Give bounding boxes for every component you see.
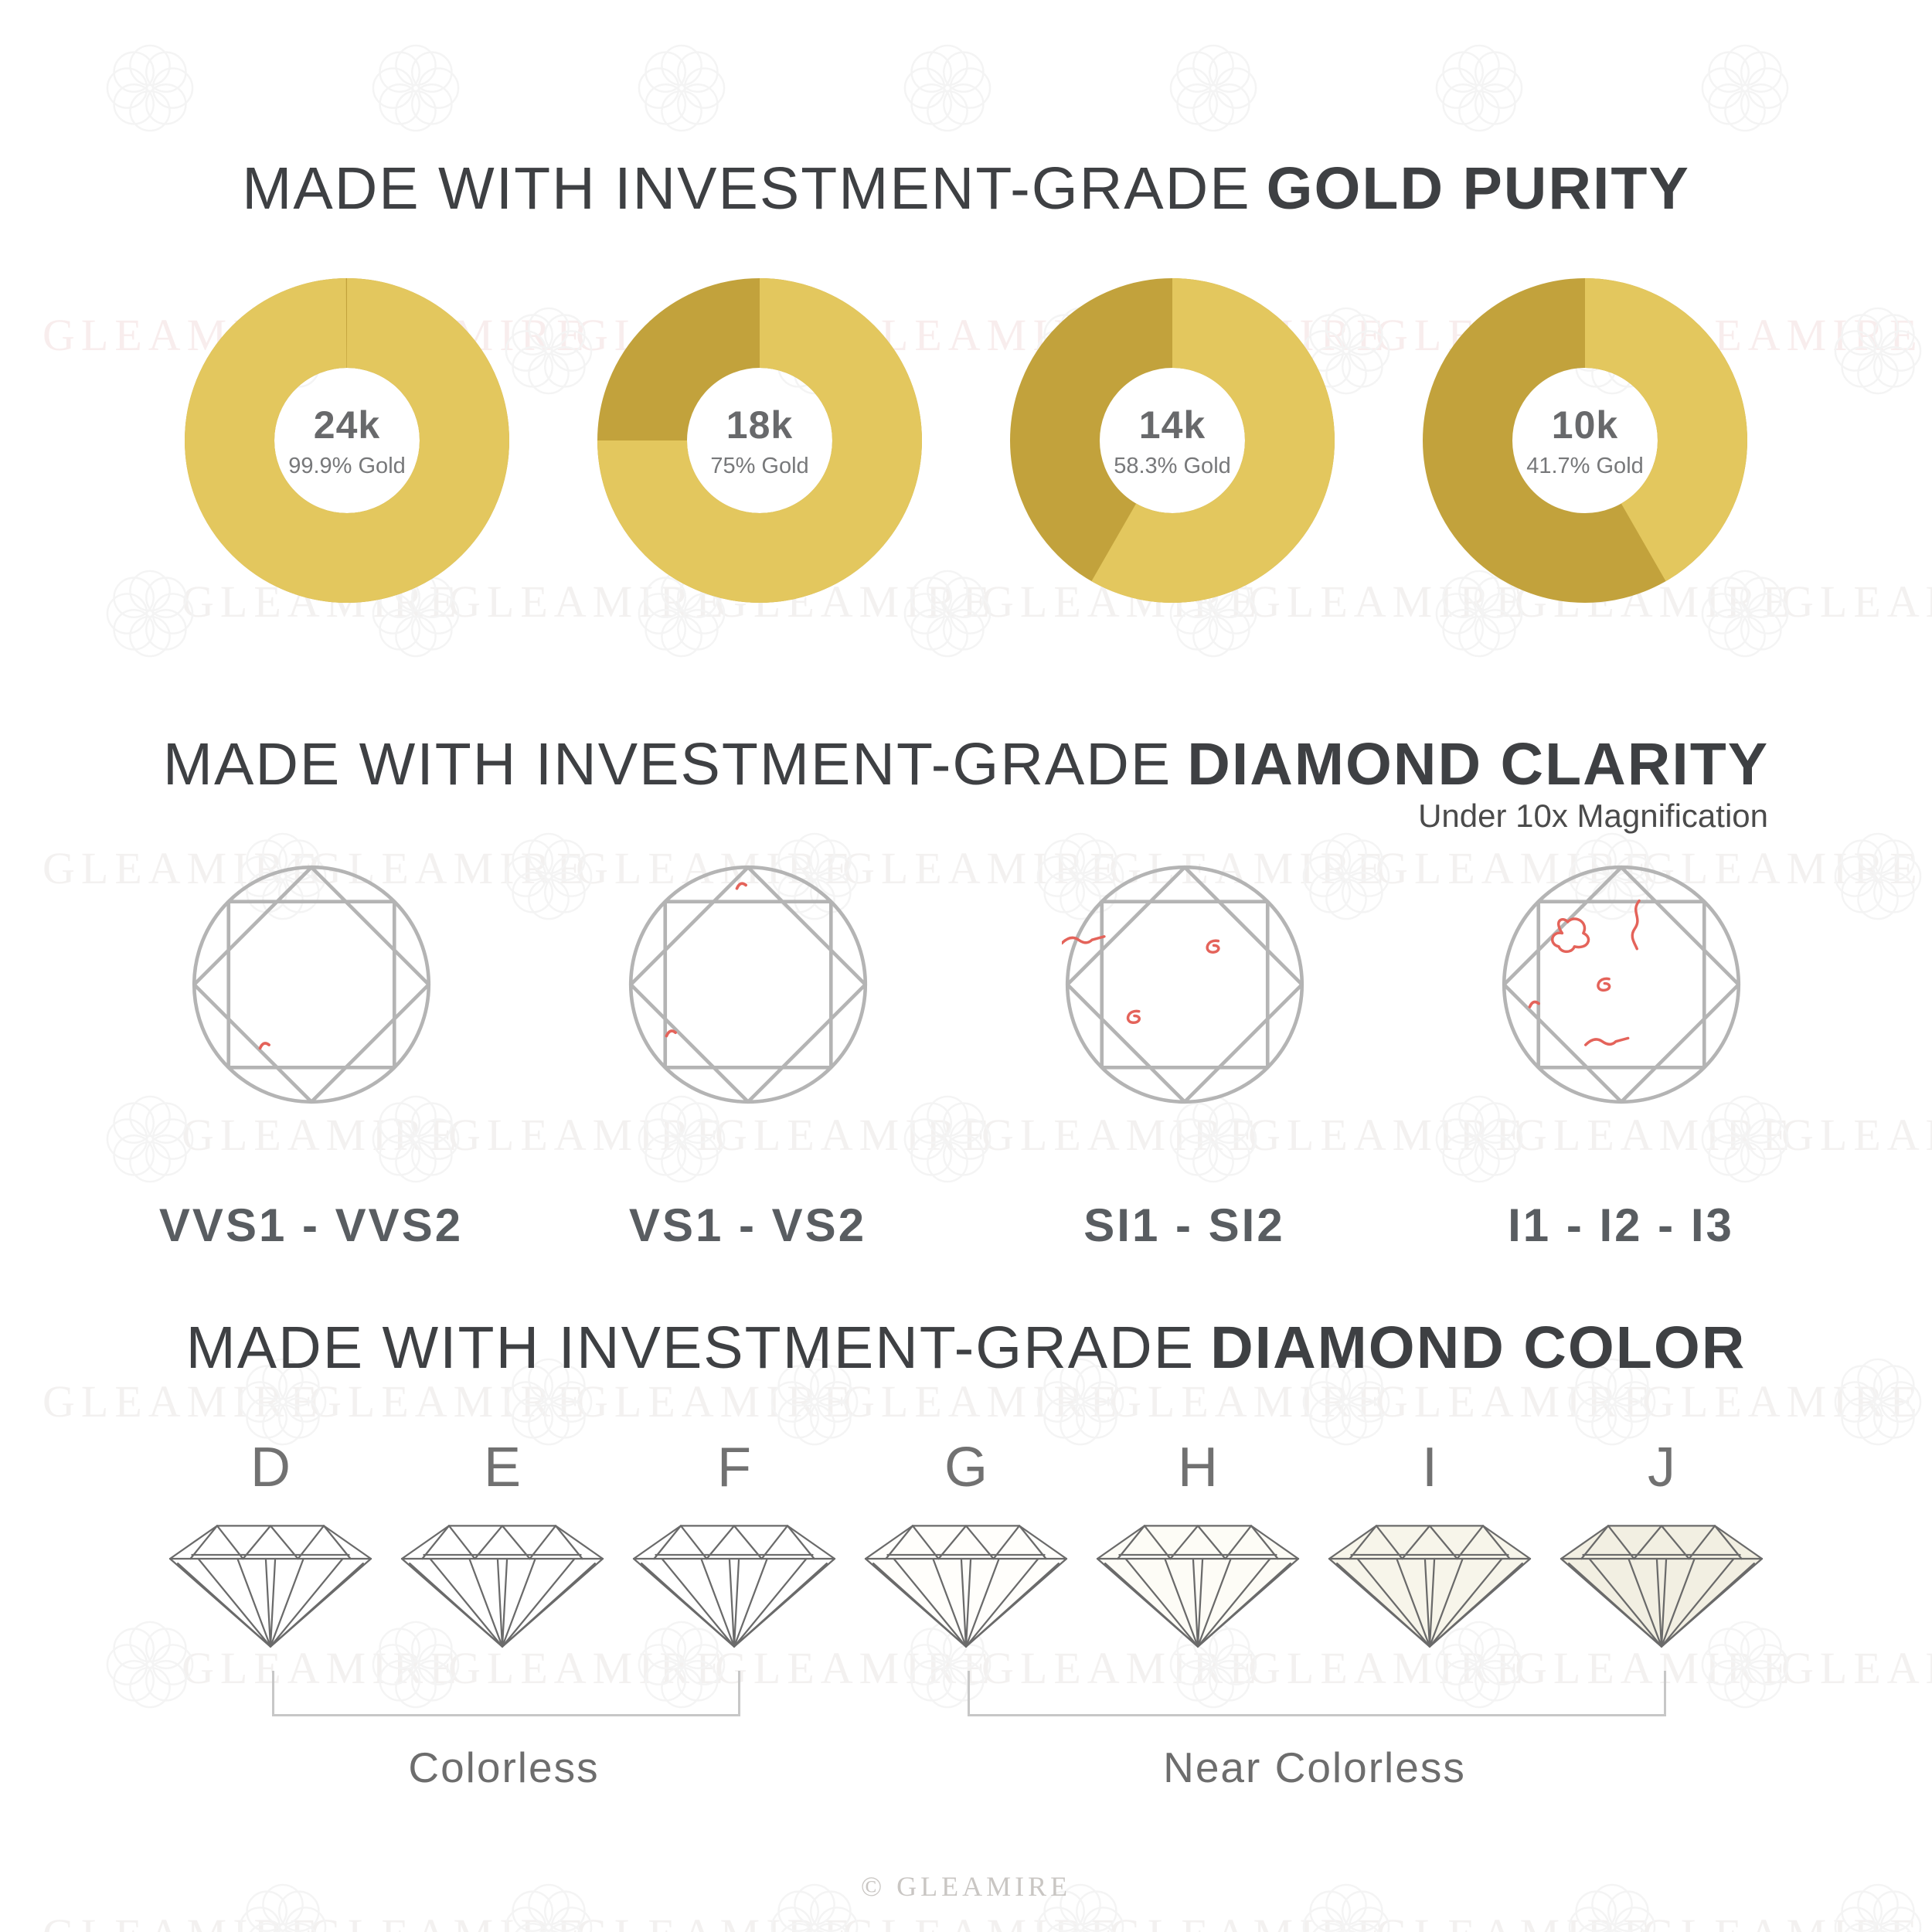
- karat-value: 14k: [1138, 403, 1206, 447]
- donut-10k: 10k 41.7% Gold: [1423, 278, 1747, 603]
- color-letter-h: H: [1178, 1437, 1218, 1498]
- clarity-grade-label: VVS1 - VVS2: [158, 1199, 464, 1251]
- inclusion-marks: [1061, 935, 1220, 1025]
- title-bold-text: DIAMOND COLOR: [1210, 1315, 1747, 1381]
- diamond-side-view: [632, 1525, 836, 1648]
- clarity-grade-label: VS1 - VS2: [628, 1199, 867, 1251]
- donut-chart-10k: [1423, 278, 1747, 603]
- karat-value: 24k: [313, 403, 381, 447]
- near-colorless-label: Near Colorless: [1163, 1743, 1466, 1791]
- title-bold-text: GOLD PURITY: [1266, 155, 1690, 222]
- near-colorless-bracket: [968, 1671, 1666, 1716]
- donut-18k: 18k 75% Gold: [597, 278, 922, 603]
- magnification-subtitle: Under 10x Magnification: [1418, 798, 1768, 834]
- colorless-label: Colorless: [408, 1743, 600, 1791]
- diamond-side-view: [168, 1525, 372, 1648]
- purity-value: 99.9% Gold: [288, 453, 406, 478]
- diamond-top-view: [1061, 862, 1308, 1107]
- diamond-side-view: [864, 1525, 1068, 1648]
- karat-value: 10k: [1551, 403, 1619, 447]
- diamond-top-view: [1498, 862, 1744, 1107]
- diamond-side-view: [1328, 1525, 1532, 1648]
- diamond-top-view: [189, 862, 434, 1107]
- donut-14k: 14k 58.3% Gold: [1010, 278, 1335, 603]
- copyright-footer: © GLEAMIRE: [860, 1871, 1072, 1902]
- color-letter-e: E: [483, 1437, 522, 1498]
- donut-chart-14k: [1010, 278, 1335, 603]
- purity-value: 75% Gold: [710, 453, 809, 478]
- clarity-grade-i: I1 - I2 - I3: [1498, 862, 1744, 1252]
- purity-value: 41.7% Gold: [1526, 453, 1644, 478]
- gold-purity-title: MADE WITH INVESTMENT-GRADE GOLD PURITY: [0, 155, 1932, 223]
- clarity-grade-label: I1 - I2 - I3: [1508, 1199, 1734, 1251]
- diamond-side-view: [1560, 1525, 1764, 1648]
- title-regular-text: MADE WITH INVESTMENT-GRADE: [242, 155, 1251, 222]
- color-letter-i: I: [1421, 1437, 1437, 1498]
- clarity-diamond-row: VVS1 - VVS2 VS1 - VS2 SI1 - SI2 I1 - I2 …: [0, 862, 1932, 1252]
- clarity-grade-label: SI1 - SI2: [1083, 1199, 1285, 1251]
- donut-chart-18k: [597, 278, 922, 603]
- title-regular-text: MADE WITH INVESTMENT-GRADE: [162, 731, 1172, 798]
- color-diamond-row: [155, 1513, 1777, 1655]
- color-letter-g: G: [944, 1437, 988, 1498]
- inclusion-marks: [665, 882, 747, 1038]
- donut-chart-24k: [185, 278, 509, 603]
- donut-24k: 24k 99.9% Gold: [185, 278, 509, 603]
- color-letter-row: D E F G H I J: [155, 1436, 1777, 1499]
- title-regular-text: MADE WITH INVESTMENT-GRADE: [185, 1315, 1196, 1381]
- inclusion-marks: [1528, 899, 1641, 1046]
- title-bold-text: DIAMOND CLARITY: [1187, 731, 1770, 798]
- diamond-clarity-title: MADE WITH INVESTMENT-GRADE DIAMOND CLARIT…: [0, 730, 1932, 799]
- karat-value: 18k: [726, 403, 794, 447]
- gold-donut-row: 24k 99.9% Gold 18k 75% Gold 14k 58.3% Go…: [0, 278, 1932, 603]
- color-letter-j: J: [1648, 1437, 1675, 1498]
- diamond-color-title: MADE WITH INVESTMENT-GRADE DIAMOND COLOR: [0, 1314, 1932, 1383]
- diamond-side-view: [400, 1525, 604, 1648]
- purity-value: 58.3% Gold: [1114, 453, 1231, 478]
- diamond-side-view: [1096, 1525, 1300, 1648]
- color-letter-f: F: [717, 1437, 751, 1498]
- clarity-grade-si: SI1 - SI2: [1061, 862, 1308, 1252]
- clarity-grade-vs: VS1 - VS2: [625, 862, 871, 1252]
- diamond-top-view: [625, 862, 871, 1107]
- inclusion-marks: [258, 1042, 270, 1050]
- clarity-grade-vvs: VVS1 - VVS2: [159, 862, 461, 1252]
- colorless-bracket: [272, 1671, 740, 1716]
- color-letter-d: D: [250, 1437, 291, 1498]
